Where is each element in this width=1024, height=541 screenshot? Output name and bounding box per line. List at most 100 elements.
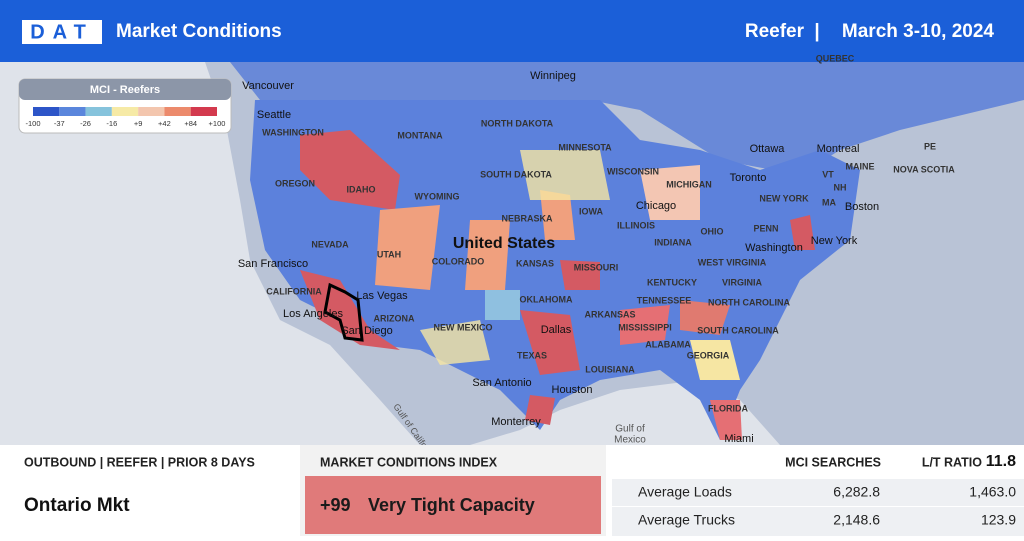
stats-row-bg bbox=[612, 507, 1024, 536]
label: Ottawa bbox=[750, 143, 786, 155]
header-title: Market Conditions bbox=[116, 21, 282, 42]
label: OHIO bbox=[700, 226, 723, 236]
label: NEW YORK bbox=[759, 193, 809, 203]
zone bbox=[525, 395, 555, 425]
label: IDAHO bbox=[347, 184, 376, 194]
stats-cell: Average Loads bbox=[638, 484, 732, 500]
label: PENN bbox=[753, 223, 778, 233]
label: Washington bbox=[745, 242, 803, 254]
label: Chicago bbox=[636, 200, 676, 212]
label: Vancouver bbox=[242, 80, 294, 92]
label: UTAH bbox=[377, 249, 401, 259]
label: FLORIDA bbox=[708, 403, 748, 413]
stats-header: L/T RATIO bbox=[922, 455, 982, 469]
market: Ontario Mkt bbox=[24, 495, 130, 516]
lt-ratio: 11.8 bbox=[986, 453, 1016, 470]
zone bbox=[560, 260, 600, 290]
label: TENNESSEE bbox=[637, 295, 692, 305]
zone bbox=[620, 305, 670, 345]
zone bbox=[640, 165, 700, 220]
logo: DAT bbox=[30, 21, 94, 43]
label: WISCONSIN bbox=[607, 166, 659, 176]
label: Boston bbox=[845, 201, 879, 213]
label: WYOMING bbox=[415, 191, 460, 201]
label: Seattle bbox=[257, 109, 291, 121]
label: Mexico bbox=[614, 435, 646, 446]
label: SOUTH DAKOTA bbox=[480, 169, 552, 179]
label: OKLAHOMA bbox=[520, 294, 573, 304]
label: TEXAS bbox=[517, 350, 547, 360]
zone bbox=[300, 270, 400, 350]
label: ILLINOIS bbox=[617, 220, 655, 230]
stats-cell: 1,463.0 bbox=[969, 484, 1016, 500]
label: New York bbox=[811, 235, 858, 247]
label: ARIZONA bbox=[374, 313, 415, 323]
legend-swatch bbox=[85, 107, 112, 116]
label: MISSISSIPPI bbox=[618, 322, 672, 332]
legend-swatch bbox=[59, 107, 86, 116]
zone bbox=[520, 310, 580, 375]
header-bar bbox=[0, 0, 1024, 62]
legend-tick: +84 bbox=[184, 119, 197, 128]
stats-cell: 6,282.8 bbox=[833, 484, 880, 500]
canada-region bbox=[230, 62, 1024, 175]
label: MAINE bbox=[846, 161, 875, 171]
mci-status: Very Tight Capacity bbox=[368, 495, 535, 515]
label: GEORGIA bbox=[687, 350, 730, 360]
stats-row-bg bbox=[612, 479, 1024, 506]
zone bbox=[790, 215, 815, 250]
label: Los Angeles bbox=[283, 308, 343, 320]
legend-tick: +100 bbox=[209, 119, 226, 128]
mci-box bbox=[305, 476, 601, 534]
label: San Antonio bbox=[472, 377, 531, 389]
label: Houston bbox=[552, 384, 593, 396]
label: COLORADO bbox=[432, 256, 485, 266]
label: LOUISIANA bbox=[585, 364, 635, 374]
legend-scale: -100 -37 -26 -16 +9 +42 +84 +100 bbox=[25, 107, 225, 128]
market-outline bbox=[323, 282, 364, 342]
label: NH bbox=[834, 182, 847, 192]
legend-tick: -26 bbox=[80, 119, 91, 128]
zone bbox=[680, 300, 730, 335]
legend-header bbox=[19, 79, 231, 100]
mci-value: +99 bbox=[320, 495, 351, 515]
label: SOUTH CAROLINA bbox=[697, 325, 779, 335]
zone bbox=[420, 320, 490, 365]
label: VIRGINIA bbox=[722, 277, 763, 287]
zone bbox=[375, 205, 440, 290]
label: CALIFORNIA bbox=[266, 286, 322, 296]
label: Dallas bbox=[541, 324, 572, 336]
zone bbox=[300, 130, 400, 210]
mci-zones bbox=[300, 130, 815, 440]
label: Montreal bbox=[817, 143, 860, 155]
legend-tick: -16 bbox=[106, 119, 117, 128]
legend-swatch bbox=[33, 107, 60, 116]
zone bbox=[710, 400, 742, 440]
label: NEW MEXICO bbox=[433, 322, 492, 332]
label: VT bbox=[822, 169, 834, 179]
label: NOVA SCOTIA bbox=[893, 164, 955, 174]
label: IOWA bbox=[579, 206, 603, 216]
label: San Diego bbox=[341, 325, 392, 337]
stats-header: MCI SEARCHES bbox=[785, 455, 881, 469]
label: San Francisco bbox=[238, 258, 308, 270]
zone bbox=[465, 220, 510, 290]
label: United States bbox=[453, 235, 555, 252]
legend-tick: -37 bbox=[54, 119, 65, 128]
legend-title: MCI - Reefers bbox=[90, 84, 160, 96]
mci-heading: MARKET CONDITIONS INDEX bbox=[320, 455, 498, 469]
label: ALABAMA bbox=[645, 339, 691, 349]
label: QUEBEC bbox=[816, 53, 855, 63]
zone bbox=[485, 290, 520, 320]
label: NEVADA bbox=[311, 239, 349, 249]
label: Monterrey bbox=[491, 416, 541, 428]
label: Toronto bbox=[730, 172, 767, 184]
logo-box bbox=[22, 20, 102, 44]
zone bbox=[520, 150, 610, 200]
label: NORTH CAROLINA bbox=[708, 297, 790, 307]
legend-tick: +9 bbox=[134, 119, 143, 128]
label: Gulf of bbox=[615, 424, 645, 435]
legend-swatch bbox=[111, 107, 139, 116]
label: PE bbox=[924, 141, 936, 151]
